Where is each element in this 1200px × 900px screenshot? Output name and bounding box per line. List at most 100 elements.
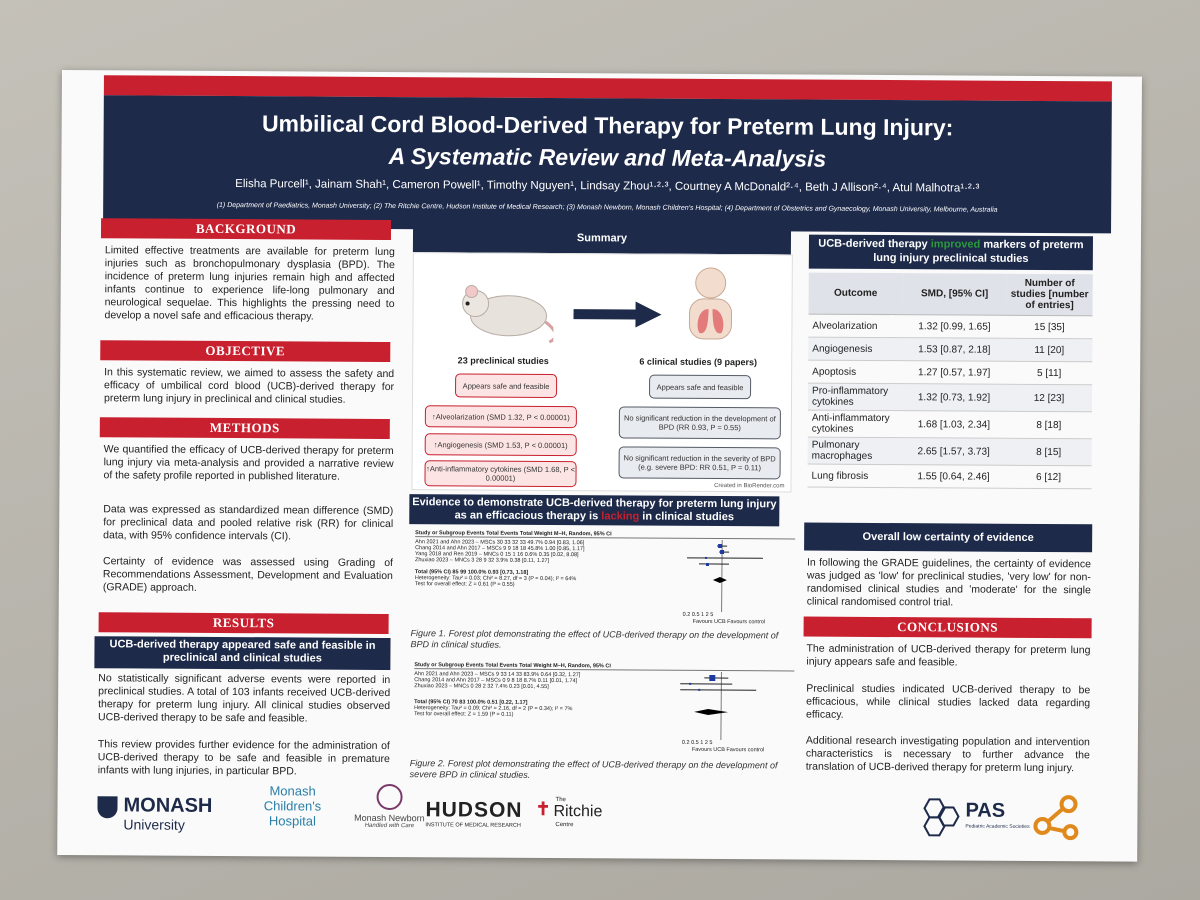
hudson-wordmark: HUDSON bbox=[425, 798, 523, 822]
results-subheading: UCB-derived therapy appeared safe and fe… bbox=[94, 636, 391, 671]
table-row: Pulmonary macrophages 2.65 [1.57, 3.73] 8 … bbox=[807, 437, 1092, 466]
ritchie-sub: Centre bbox=[555, 822, 574, 829]
table-heading: UCB-derived therapy improved markers of … bbox=[808, 234, 1094, 271]
biorender-credit: Created in BioRender.com bbox=[714, 482, 785, 490]
arrow-icon bbox=[573, 301, 662, 328]
clinical-safe-box: Appears safe and feasible bbox=[649, 374, 752, 400]
conclusions-text-3: Additional research investigating popula… bbox=[805, 734, 1090, 775]
methods-text-2: Data was expressed as standardized mean … bbox=[103, 503, 394, 543]
col-outcome: Outcome bbox=[808, 272, 903, 315]
anti-inflammatory-box: ↑Anti-inflammatory cytokines (SMD 1.68, … bbox=[424, 460, 577, 488]
figure-1-caption: Figure 1. Forest plot demonstrating the … bbox=[410, 628, 779, 650]
alveolarization-box: ↑Alveolarization (SMD 1.32, P < 0.00001) bbox=[424, 405, 577, 429]
table-row: Anti-inflammatory cytokines 1.68 [1.03, 2… bbox=[807, 410, 1092, 439]
studies-cell: 8 [15] bbox=[1005, 438, 1092, 466]
smd-cell: 1.32 [0.73, 1.92] bbox=[901, 383, 1007, 412]
forest-1-header: Study or Subgroup Events Total Events To… bbox=[415, 530, 796, 540]
smd-cell: 1.53 [0.87, 2.18] bbox=[902, 337, 1007, 362]
smd-cell: 1.27 [0.57, 1.97] bbox=[902, 360, 1007, 385]
summary-figure: 23 preclinical studies 6 clinical studie… bbox=[411, 252, 793, 493]
figure-2-caption: Figure 2. Forest plot demonstrating the … bbox=[409, 758, 778, 780]
objective-text: In this systematic review, we aimed to a… bbox=[103, 366, 395, 406]
forest-2-diamond bbox=[694, 708, 729, 715]
conclusions-heading: CONCLUSIONS bbox=[803, 616, 1092, 639]
bpd-development-box: No significant reduction in the developm… bbox=[618, 406, 781, 440]
table-heading-improved: improved bbox=[930, 238, 981, 251]
angiogenesis-box: ↑Angiogenesis (SMD 1.53, P < 0.00001) bbox=[424, 433, 577, 457]
forest-1-point bbox=[705, 562, 710, 566]
smd-cell: 1.68 [1.03, 2.34] bbox=[901, 410, 1006, 439]
forest-2-plot-area bbox=[680, 672, 757, 741]
research-poster: Umbilical Cord Blood-Derived Therapy for… bbox=[57, 70, 1142, 862]
pas-wordmark: PAS bbox=[965, 799, 1006, 822]
monash-university-logo: MONASH University bbox=[97, 792, 247, 833]
background-text: Limited effective treatments are availab… bbox=[104, 244, 395, 323]
forest-1-point bbox=[718, 544, 723, 549]
outcome-cell: Lung fibrosis bbox=[807, 464, 902, 488]
bpd-severity-box: No significant reduction in the severity… bbox=[618, 446, 781, 480]
clinical-label: 6 clinical studies (9 papers) bbox=[639, 356, 758, 368]
forest-1-diamond bbox=[712, 577, 727, 584]
monash-newborn-logo: Monash Newborn Handled with Care bbox=[349, 783, 429, 840]
shield-icon bbox=[97, 796, 118, 819]
table-row: Alveolarization 1.32 [0.99, 1.65] 15 [35] bbox=[808, 314, 1093, 339]
smd-cell: 1.32 [0.99, 1.65] bbox=[902, 314, 1007, 339]
forest-2-header: Study or Subgroup Events Total Events To… bbox=[414, 662, 795, 672]
methods-text-1: We quantified the efficacy of UCB-derive… bbox=[103, 443, 394, 483]
forest-plot-2: Study or Subgroup Events Total Events To… bbox=[414, 662, 795, 756]
conclusions-text-2: Preclinical studies indicated UCB-derive… bbox=[806, 682, 1091, 721]
background-heading: BACKGROUND bbox=[100, 218, 392, 241]
smd-cell: 2.65 [1.57, 3.73] bbox=[901, 437, 1006, 466]
poster-header: Umbilical Cord Blood-Derived Therapy for… bbox=[103, 95, 1112, 234]
forest-1-favours: Favours UCB Favours control bbox=[692, 618, 766, 626]
rat-illustration bbox=[462, 285, 554, 344]
forest-2-favours: Favours UCB Favours control bbox=[691, 746, 765, 754]
newborn-wordmark: Monash Newborn bbox=[354, 812, 425, 824]
forest-1-plot-area bbox=[687, 540, 764, 613]
ritchie-emblem-icon: ✝ bbox=[535, 798, 551, 819]
outcome-cell: Alveolarization bbox=[808, 314, 903, 338]
results-heading: RESULTS bbox=[98, 612, 389, 635]
table-header-row: Outcome SMD, [95% CI] Number of studies … bbox=[808, 272, 1093, 316]
evidence-heading: Evidence to demonstrate UCB-derived ther… bbox=[409, 494, 780, 527]
hexagon-icon bbox=[923, 798, 960, 837]
outcome-cell: Pro-inflammatory cytokines bbox=[807, 383, 903, 411]
newborn-tagline: Handled with Care bbox=[364, 822, 415, 830]
studies-cell: 11 [20] bbox=[1006, 338, 1093, 362]
outcome-cell: Angiogenesis bbox=[808, 337, 903, 361]
evidence-heading-c: in clinical studies bbox=[639, 510, 735, 524]
outcome-cell: Pulmonary macrophages bbox=[807, 437, 902, 465]
pas-sub: Pediatric Academic Societies bbox=[965, 823, 1030, 830]
forest-1-point bbox=[720, 550, 725, 555]
preclinical-label: 23 preclinical studies bbox=[457, 355, 549, 366]
results-text-2: This review provides further evidence fo… bbox=[97, 738, 390, 778]
affiliations: (1) Department of Paediatrics, Monash Un… bbox=[216, 201, 998, 214]
forest-2-point bbox=[709, 674, 716, 682]
smd-cell: 1.55 [0.64, 2.46] bbox=[901, 464, 1006, 489]
ritchie-centre-logo: ✝ The Ritchie Centre bbox=[535, 795, 625, 836]
pas-logo: PAS Pediatric Academic Societies bbox=[917, 793, 1030, 840]
network-icon bbox=[1033, 795, 1079, 841]
certainty-text: In following the GRADE guidelines, the c… bbox=[806, 556, 1092, 609]
forest-2-point bbox=[698, 688, 701, 691]
outcome-cell: Anti-inflammatory cytokines bbox=[807, 410, 902, 438]
preclinical-safe-box: Appears safe and feasible bbox=[455, 373, 558, 399]
results-text-1: No statistically significant adverse eve… bbox=[98, 672, 391, 725]
outcome-cell: Apoptosis bbox=[808, 360, 903, 384]
studies-cell: 6 [12] bbox=[1005, 465, 1092, 489]
table-row: Pro-inflammatory cytokines 1.32 [0.73, 1.… bbox=[807, 383, 1093, 412]
studies-cell: 5 [11] bbox=[1006, 361, 1093, 385]
hudson-institute-logo: HUDSON INSTITUTE OF MEDICAL RESEARCH bbox=[425, 798, 535, 835]
forest-2-point bbox=[689, 682, 692, 685]
hudson-sub: INSTITUTE OF MEDICAL RESEARCH bbox=[425, 822, 521, 829]
col-smd: SMD, [95% CI] bbox=[902, 273, 1007, 316]
monash-sub: University bbox=[123, 816, 185, 833]
infant-lungs-illustration bbox=[688, 267, 733, 340]
table-heading-a: UCB-derived therapy bbox=[818, 237, 931, 251]
ritchie-wordmark: Ritchie bbox=[553, 803, 603, 821]
conclusions-text-1: The administration of UCB-derived therap… bbox=[806, 642, 1091, 669]
studies-cell: 12 [23] bbox=[1005, 384, 1093, 412]
monash-wordmark: MONASH bbox=[123, 794, 213, 817]
studies-cell: 8 [18] bbox=[1005, 411, 1092, 439]
title-line-1: Umbilical Cord Blood-Derived Therapy for… bbox=[261, 110, 954, 141]
